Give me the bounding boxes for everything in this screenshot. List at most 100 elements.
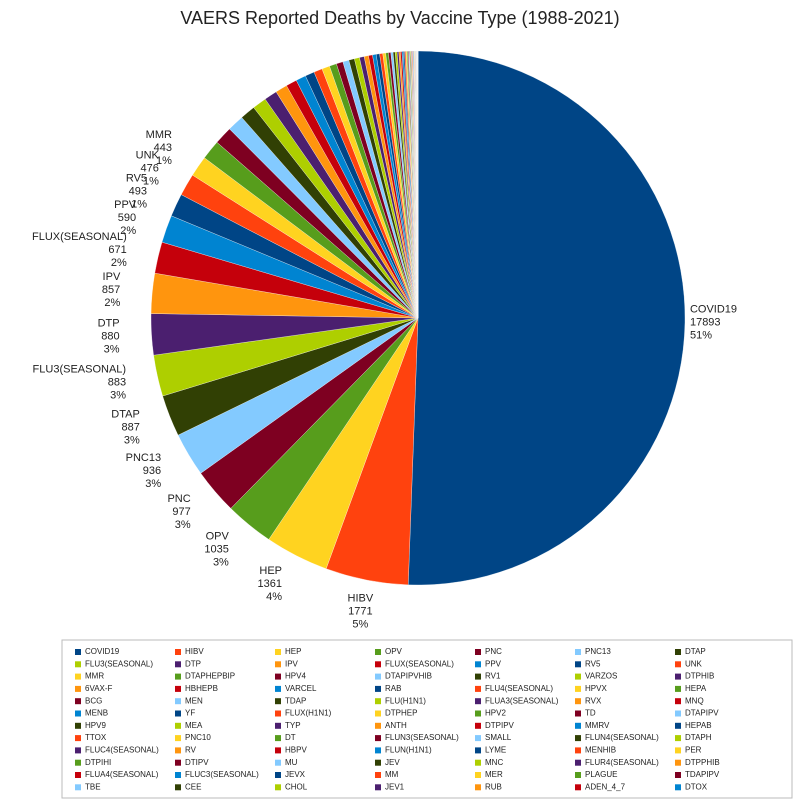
legend-label: HIBV [185, 647, 204, 656]
slice-label: HEP [259, 565, 282, 577]
slice-percent: 2% [104, 297, 120, 309]
legend-swatch [75, 685, 81, 692]
legend-label: MER [485, 770, 503, 779]
legend-swatch [575, 673, 581, 680]
legend-swatch [575, 759, 581, 766]
legend-swatch [275, 772, 281, 778]
legend-label: HEPAB [685, 721, 712, 730]
legend-label: FLU(H1N1) [385, 696, 426, 705]
legend-label: MENB [85, 709, 108, 718]
legend-label: JEV [385, 758, 400, 767]
legend-label: HEPA [685, 684, 707, 693]
legend-swatch [75, 710, 81, 717]
legend-label: VARCEL [285, 684, 317, 693]
legend-swatch [475, 759, 481, 766]
legend-swatch [175, 649, 181, 655]
legend-swatch [75, 661, 81, 668]
slice-value: 476 [141, 163, 159, 175]
legend-swatch [275, 685, 281, 692]
legend-swatch [275, 722, 281, 729]
legend-swatch [675, 784, 681, 791]
legend-label: DTAPIPVHIB [385, 672, 432, 681]
slice-label: IPV [103, 271, 121, 283]
legend-swatch [475, 661, 481, 668]
legend-swatch [275, 759, 281, 766]
legend-swatch [75, 649, 81, 655]
legend-label: FLUN(H1N1) [385, 746, 432, 755]
legend-label: DTIPV [185, 758, 209, 767]
legend-swatch [175, 661, 181, 668]
legend-swatch [375, 698, 381, 705]
legend-swatch [275, 661, 281, 668]
slice-value: 1771 [348, 605, 372, 617]
legend-label: DTP [185, 659, 201, 668]
legend-swatch [575, 784, 581, 791]
legend-swatch [475, 747, 481, 754]
slice-value: 590 [118, 212, 136, 224]
legend-label: FLUR4(SEASONAL) [585, 758, 659, 767]
legend-swatch [175, 735, 181, 742]
slice-value: 17893 [690, 317, 721, 329]
slice-value: 493 [129, 185, 147, 197]
slice-value: 1035 [204, 543, 228, 555]
slice-label: PNC [167, 493, 190, 505]
legend-label: DTAPIPV [685, 709, 719, 718]
slice-label: OPV [206, 530, 230, 542]
legend-label: HPV9 [85, 721, 106, 730]
legend-swatch [675, 710, 681, 717]
legend-label: MU [285, 758, 298, 767]
legend-swatch [375, 784, 381, 791]
legend-swatch [475, 722, 481, 729]
legend-label: DTAPH [685, 733, 712, 742]
legend-swatch [575, 735, 581, 742]
legend-label: HEP [285, 647, 301, 656]
legend-swatch [575, 710, 581, 717]
legend-label: HBHEPB [185, 684, 218, 693]
slice-percent: 1% [131, 198, 147, 210]
legend-label: RV1 [485, 672, 501, 681]
legend-swatch [675, 661, 681, 668]
legend-swatch [375, 747, 381, 754]
legend-swatch [175, 772, 181, 778]
legend-label: FLUC3(SEASONAL) [185, 770, 259, 779]
legend-label: PNC13 [585, 647, 611, 656]
legend-swatch [375, 722, 381, 729]
legend-swatch [75, 784, 81, 791]
legend-swatch [475, 784, 481, 791]
legend-label: FLUN3(SEASONAL) [385, 733, 459, 742]
legend-swatch [275, 735, 281, 742]
legend-label: PPV [485, 659, 502, 668]
legend-label: HPVX [585, 684, 607, 693]
slice-percent: 51% [690, 330, 712, 342]
legend-swatch [675, 685, 681, 692]
legend-swatch [175, 698, 181, 705]
legend-swatch [575, 772, 581, 778]
legend-label: RUB [485, 782, 502, 791]
slice-percent: 2% [111, 257, 127, 269]
legend-swatch [75, 747, 81, 754]
slice-percent: 3% [104, 343, 120, 355]
legend-swatch [175, 722, 181, 729]
legend-swatch [675, 747, 681, 754]
slice-value: 1361 [258, 578, 282, 590]
legend-swatch [375, 710, 381, 717]
legend-swatch [475, 735, 481, 742]
slice-percent: 3% [110, 390, 126, 402]
legend-label: JEVX [285, 770, 306, 779]
legend-label: DTOX [685, 782, 708, 791]
legend-label: ADEN_4_7 [585, 782, 626, 791]
legend-label: TTOX [85, 733, 107, 742]
slice-value: 857 [102, 284, 120, 296]
legend-label: COVID19 [85, 647, 120, 656]
legend-swatch [375, 661, 381, 668]
legend-swatch [75, 772, 81, 778]
legend-label: TDAPIPV [685, 770, 720, 779]
legend-label: UNK [685, 659, 703, 668]
legend-swatch [675, 772, 681, 778]
legend-swatch [275, 698, 281, 705]
legend-label: RV [185, 746, 197, 755]
slice-label: DTP [98, 317, 120, 329]
slice-percent: 3% [145, 478, 161, 490]
legend-label: TBE [85, 782, 101, 791]
legend-swatch [575, 747, 581, 754]
